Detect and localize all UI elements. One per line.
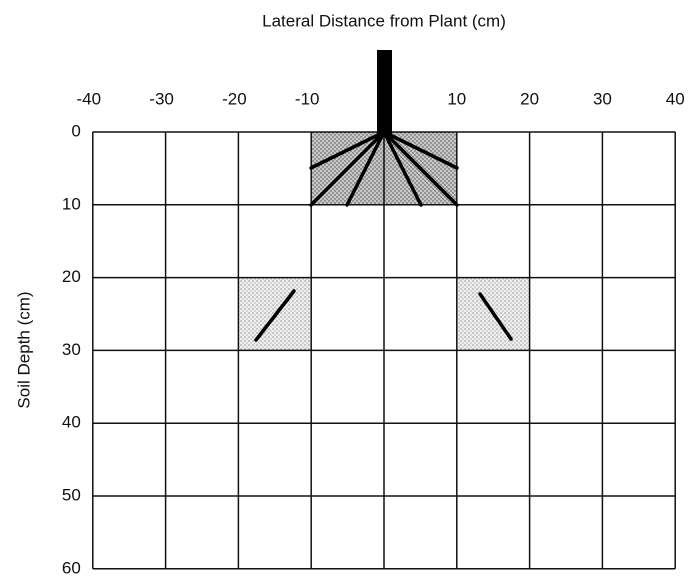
x-tick-label: 10 (447, 89, 466, 108)
x-tick-label: 20 (520, 89, 539, 108)
x-tick-label: -20 (222, 89, 247, 108)
grid (92, 131, 676, 570)
root (345, 130, 386, 207)
x-tick-label: -10 (295, 89, 320, 108)
root (309, 130, 386, 170)
x-tick-label: -40 (77, 89, 102, 108)
y-tick-label: 30 (62, 340, 81, 359)
y-tick-label: 60 (62, 558, 81, 577)
root (382, 130, 423, 207)
y-tick-label: 50 (62, 485, 81, 504)
root (254, 289, 296, 342)
y-tick-label: 40 (62, 413, 81, 432)
root (382, 130, 459, 170)
roots (254, 130, 513, 342)
root (382, 130, 459, 207)
diagram-title: Lateral Distance from Plant (cm) (262, 11, 506, 30)
y-tick-label: 0 (71, 121, 80, 140)
plant-stem (377, 50, 392, 134)
x-tick-label: 30 (593, 89, 612, 108)
y-tick-label: 10 (62, 194, 81, 213)
root (309, 130, 386, 207)
x-tick-label: 40 (666, 89, 685, 108)
root (478, 292, 513, 341)
y-tick-label: 20 (62, 267, 81, 286)
y-axis-label: Soil Depth (cm) (14, 291, 33, 408)
x-tick-label: -30 (149, 89, 174, 108)
